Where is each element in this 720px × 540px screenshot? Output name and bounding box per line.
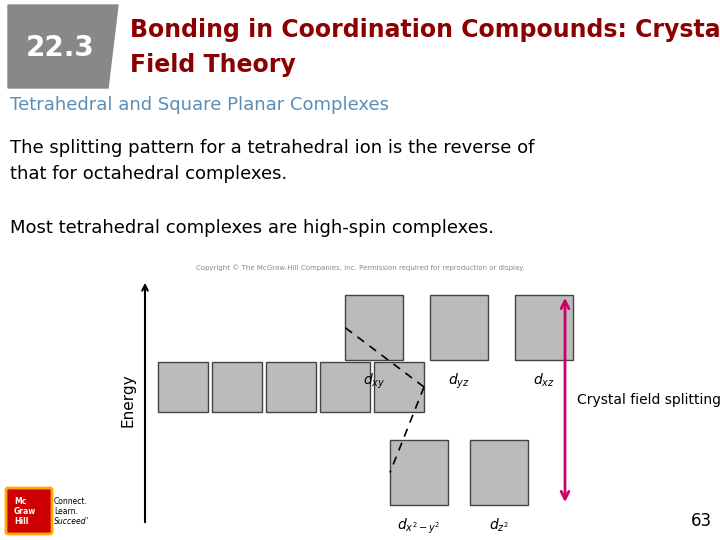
- FancyBboxPatch shape: [6, 488, 52, 534]
- Text: $d_{z^2}$: $d_{z^2}$: [489, 517, 509, 535]
- Text: 63: 63: [691, 512, 712, 530]
- Bar: [158, 362, 208, 412]
- Bar: [470, 440, 528, 505]
- Text: Tetrahedral and Square Planar Complexes: Tetrahedral and Square Planar Complexes: [10, 96, 389, 114]
- Bar: [266, 362, 316, 412]
- Text: Hill: Hill: [14, 517, 28, 526]
- Polygon shape: [8, 5, 118, 88]
- Text: Most tetrahedral complexes are high-spin complexes.: Most tetrahedral complexes are high-spin…: [10, 219, 494, 237]
- Text: Field Theory: Field Theory: [130, 53, 296, 77]
- Text: $d_{xy}$: $d_{xy}$: [363, 372, 385, 391]
- Bar: [430, 295, 488, 360]
- Text: Learn.: Learn.: [54, 507, 78, 516]
- Text: Mc: Mc: [14, 497, 27, 506]
- Text: Crystal field splitting: Crystal field splitting: [577, 393, 720, 407]
- Text: 22.3: 22.3: [26, 34, 94, 62]
- Bar: [212, 362, 262, 412]
- Text: Energy: Energy: [120, 373, 135, 427]
- Bar: [390, 440, 448, 505]
- Text: The splitting pattern for a tetrahedral ion is the reverse of: The splitting pattern for a tetrahedral …: [10, 139, 534, 157]
- Text: $d_{yz}$: $d_{yz}$: [448, 372, 470, 391]
- Text: Succeedʹ: Succeedʹ: [54, 517, 89, 526]
- Bar: [345, 295, 403, 360]
- Text: $d_{xz}$: $d_{xz}$: [533, 372, 555, 389]
- Bar: [374, 362, 424, 412]
- Text: Bonding in Coordination Compounds: Crystal: Bonding in Coordination Compounds: Cryst…: [130, 18, 720, 42]
- Bar: [515, 295, 573, 360]
- Text: $d_{x^2-y^2}$: $d_{x^2-y^2}$: [397, 517, 441, 536]
- Text: Connect.: Connect.: [54, 497, 88, 506]
- Text: Graw: Graw: [14, 507, 36, 516]
- Bar: [320, 362, 370, 412]
- Text: Copyright © The McGraw-Hill Companies, Inc. Permission required for reproduction: Copyright © The McGraw-Hill Companies, I…: [196, 265, 524, 271]
- Text: that for octahedral complexes.: that for octahedral complexes.: [10, 165, 287, 183]
